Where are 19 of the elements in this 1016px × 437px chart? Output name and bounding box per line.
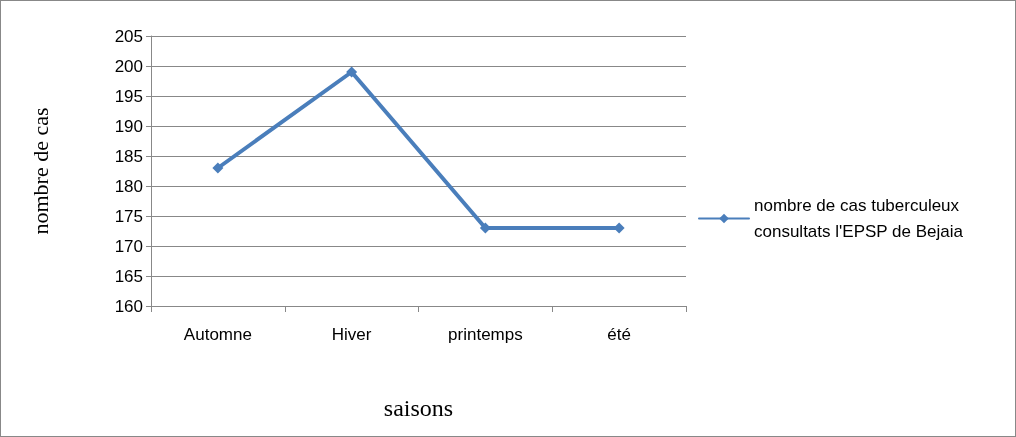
y-tick-label: 205	[114, 26, 143, 46]
y-tick-label: 170	[114, 236, 143, 256]
y-tick-label: 175	[114, 206, 143, 226]
x-axis-title: saisons	[383, 395, 454, 421]
x-tick-label: été	[607, 325, 631, 344]
legend-label: nombre de cas tuberculeux consultats l'EPSP de Bejaia	[754, 196, 964, 241]
x-tick-label: printemps	[448, 325, 523, 344]
y-tick-label: 165	[114, 266, 143, 286]
y-axis-title: nombre de cas	[27, 107, 53, 235]
y-tick-label: 180	[114, 176, 143, 196]
y-tick-label: 190	[114, 116, 143, 136]
point	[212, 162, 224, 174]
y-tick-label: 200	[114, 56, 143, 76]
y-tick-label: 195	[114, 86, 143, 106]
point	[346, 66, 358, 78]
y-tick-label: 160	[114, 296, 143, 316]
x-tick-label: Hiver	[331, 325, 372, 344]
x-tick-label: Automne	[183, 325, 252, 344]
y-tick-label: 185	[114, 146, 143, 166]
